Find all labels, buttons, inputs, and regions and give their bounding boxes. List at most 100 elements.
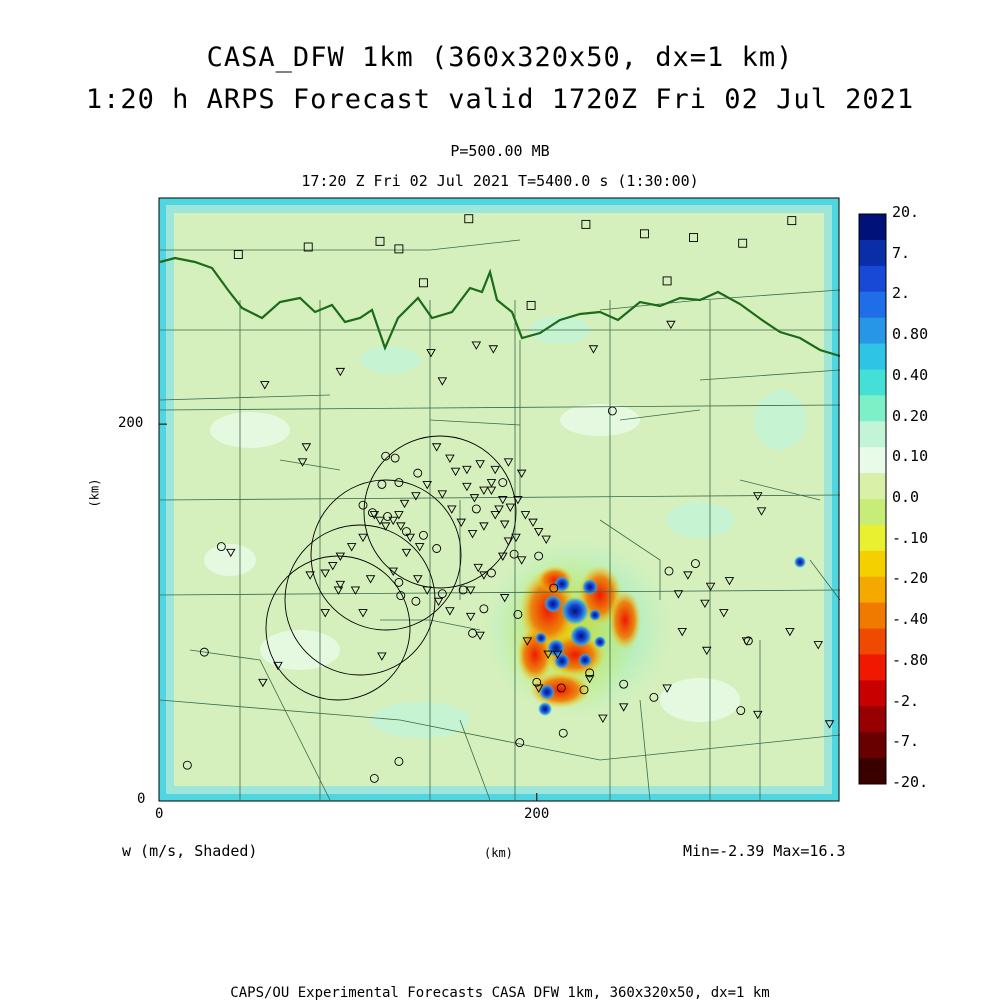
station-triangle-103 <box>677 627 687 637</box>
county-line-24 <box>429 419 521 426</box>
station-triangle-87 <box>683 571 693 580</box>
updraft-core-1 <box>570 625 592 647</box>
station-triangle-5 <box>488 345 499 354</box>
footer-credit: CAPS/OU Experimental Forecasts CASA DFW … <box>230 985 770 1001</box>
station-circle-14 <box>534 551 544 561</box>
station-triangle-58 <box>445 607 455 616</box>
station-circle-18 <box>479 604 489 614</box>
updraft-core-7 <box>535 632 547 644</box>
station-square-7 <box>689 233 699 243</box>
station-circle-10 <box>411 596 421 606</box>
station-triangle-100 <box>662 684 672 693</box>
station-triangle-89 <box>724 577 735 586</box>
station-circle-19 <box>607 406 617 416</box>
station-triangle-55 <box>413 575 423 584</box>
station-triangle-75 <box>486 486 497 495</box>
station-triangle-68 <box>358 609 368 618</box>
station-circle-39 <box>390 453 400 463</box>
valid-time-label: 17:20 Z Fri 02 Jul 2021 T=5400.0 s (1:30… <box>301 172 699 190</box>
station-triangle-4 <box>471 341 482 350</box>
plot-frame <box>158 197 840 802</box>
station-triangle-31 <box>456 518 466 528</box>
station-triangle-34 <box>422 480 432 490</box>
station-circle-4 <box>401 527 411 536</box>
colorbar-swatch-4 <box>859 317 886 345</box>
colorbar-swatch-7 <box>859 395 886 422</box>
station-triangle-26 <box>541 535 551 544</box>
min-max-label: Min=-2.39 Max=16.3 <box>683 842 846 860</box>
station-triangle-53 <box>405 533 415 543</box>
station-circle-2 <box>381 451 391 461</box>
station-circle-35 <box>649 692 659 702</box>
station-triangle-71 <box>320 609 330 618</box>
station-triangle-78 <box>516 556 527 565</box>
colorbar-label-12: -2. <box>892 691 920 710</box>
station-triangle-74 <box>473 563 483 573</box>
station-triangle-10 <box>462 465 472 475</box>
station-circle-21 <box>690 559 700 569</box>
colorbar-swatch-0 <box>859 214 886 241</box>
x-tick-200: 200 <box>524 806 550 822</box>
station-circle-30 <box>369 773 379 783</box>
station-circle-1 <box>367 508 377 518</box>
y-tick-200: 200 <box>118 415 144 431</box>
station-triangle-22 <box>513 496 523 505</box>
colorbar-label-8: -.10 <box>892 528 929 547</box>
station-triangle-24 <box>528 518 538 528</box>
colorbar-swatch-20 <box>859 732 886 759</box>
colorbar-label-4: 0.40 <box>892 365 929 384</box>
updraft-core-12 <box>589 609 601 621</box>
colorbar-label-6: 0.10 <box>892 447 929 466</box>
station-circle-29 <box>394 756 404 766</box>
station-triangle-54 <box>396 522 406 531</box>
county-line-1 <box>159 404 841 411</box>
station-triangle-85 <box>584 675 595 684</box>
colorbar-swatch-15 <box>859 602 886 630</box>
station-circle-5 <box>418 530 428 540</box>
station-triangle-67 <box>273 661 283 671</box>
station-triangle-73 <box>475 631 485 641</box>
station-triangle-86 <box>673 590 684 599</box>
station-triangle-81 <box>522 637 533 646</box>
colorbar-swatch-9 <box>859 447 886 474</box>
station-triangle-51 <box>401 548 412 558</box>
station-triangle-97 <box>753 710 763 720</box>
state-boundary-red-river <box>159 256 841 358</box>
station-triangle-19 <box>486 479 497 488</box>
station-triangle-32 <box>447 505 457 514</box>
station-triangle-13 <box>503 458 514 467</box>
colorbar-label-14: -20. <box>892 773 929 791</box>
station-triangle-43 <box>346 543 357 552</box>
station-circle-31 <box>579 685 589 695</box>
station-triangle-102 <box>719 609 729 618</box>
station-circle-11 <box>458 585 468 595</box>
colorbar-label-10: -.40 <box>892 610 929 629</box>
colorbar-swatch-1 <box>859 239 886 267</box>
station-triangle-90 <box>756 507 767 516</box>
station-triangle-72 <box>377 652 387 661</box>
station-triangle-2 <box>426 349 436 358</box>
station-circle-36 <box>358 500 368 510</box>
station-triangle-38 <box>388 516 398 526</box>
colorbar-swatch-19 <box>859 706 886 733</box>
county-line-2 <box>159 494 841 501</box>
downdraft-area-4 <box>517 627 553 683</box>
station-circle-7 <box>437 589 447 599</box>
station-triangle-6 <box>588 345 599 354</box>
colorbar-swatch-16 <box>859 628 886 655</box>
updraft-core-4 <box>582 579 598 595</box>
station-circle-16 <box>513 609 523 619</box>
station-triangle-15 <box>450 467 461 477</box>
station-triangle-20 <box>498 496 508 505</box>
updraft-core-0 <box>561 597 589 625</box>
station-circle-40 <box>377 479 387 489</box>
station-square-10 <box>418 278 428 288</box>
station-triangle-7 <box>666 320 676 330</box>
station-triangle-50 <box>388 567 398 577</box>
station-circle-9 <box>396 591 406 601</box>
y-axis-unit: (km) <box>87 478 102 508</box>
station-triangle-44 <box>335 552 346 561</box>
colorbar-label-2: 2. <box>892 284 911 303</box>
colorbar-swatch-2 <box>859 265 886 293</box>
